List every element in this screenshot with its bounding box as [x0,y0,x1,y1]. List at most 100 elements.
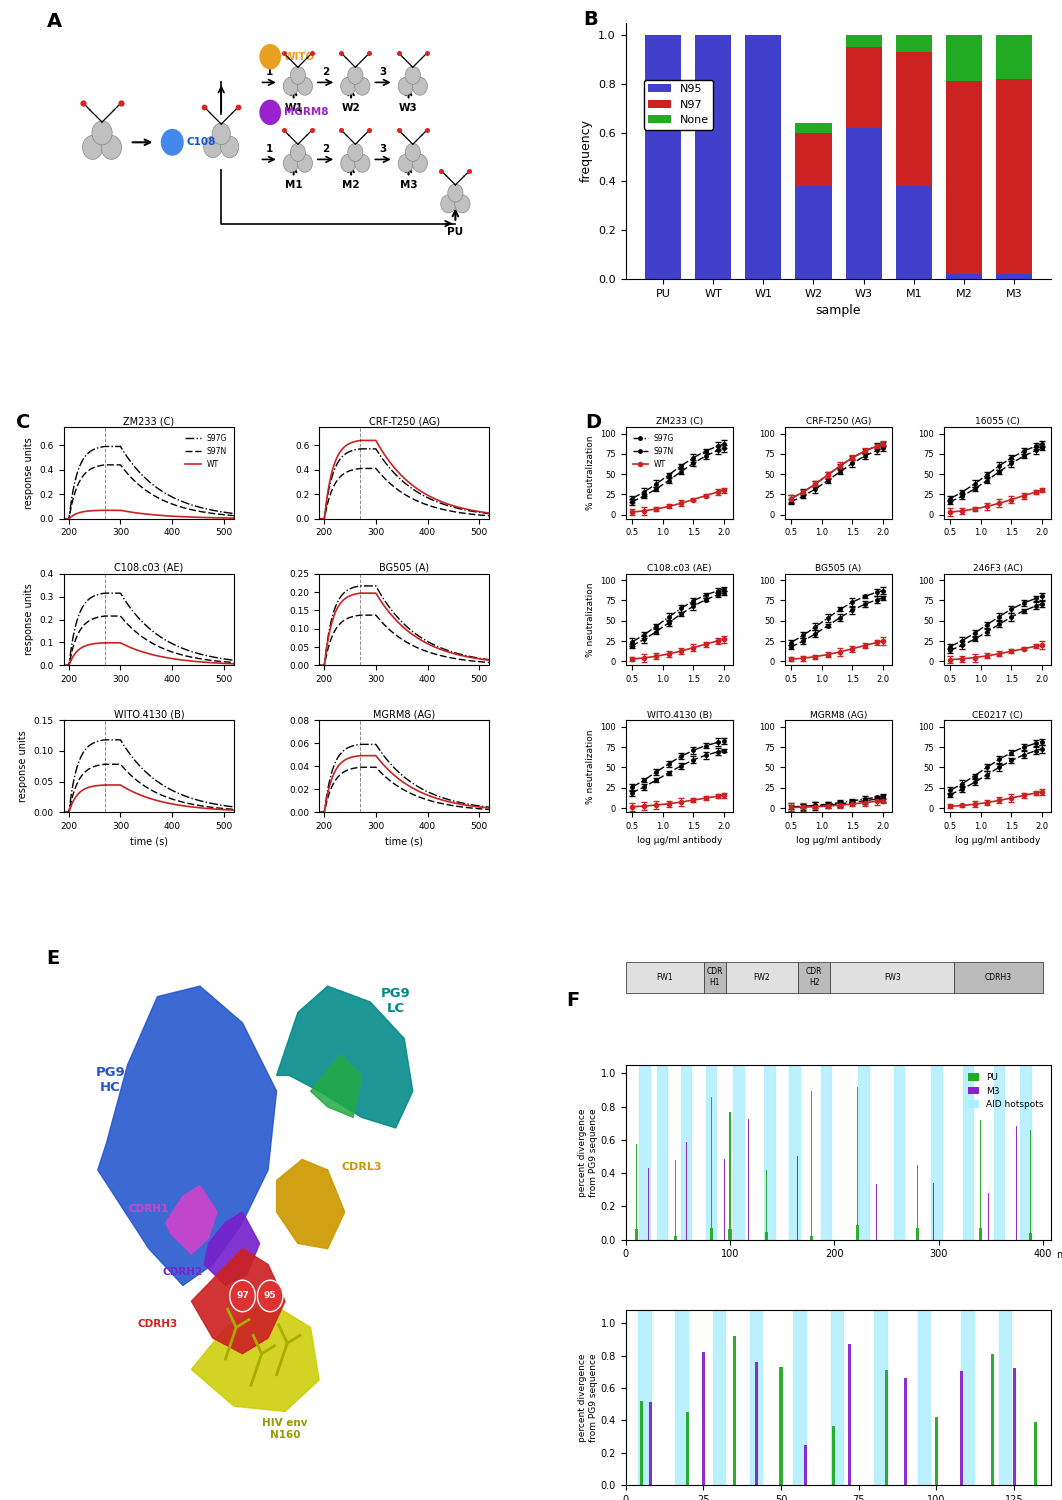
S97N [139,482,152,500]
S97N [395,483,408,501]
X-axis label: sample: sample [816,304,861,318]
Circle shape [257,1280,282,1311]
Bar [702,1352,705,1485]
S97N [406,489,418,507]
X-axis label: log µg/ml antibody: log µg/ml antibody [795,837,881,846]
Ellipse shape [259,44,281,69]
Bar [847,1344,851,1485]
S97G [354,440,366,458]
Ellipse shape [204,136,222,158]
Ellipse shape [406,66,421,84]
Bar [994,1065,1005,1239]
Bar [996,78,1032,274]
S97G [227,504,240,522]
Bar [675,1310,688,1485]
S97N [354,606,366,624]
Y-axis label: response units: response units [18,730,29,802]
Text: A: A [47,12,62,32]
Line: S97G: S97G [320,586,490,666]
S97G [224,504,237,522]
S97G [227,651,240,669]
Bar [793,1310,806,1485]
Ellipse shape [406,144,421,162]
S97G [414,484,427,502]
Ellipse shape [290,144,306,162]
S97G [224,798,237,816]
Text: CDR
H1: CDR H1 [706,968,723,987]
S97G [483,798,496,816]
WT [354,747,366,765]
Text: CDRH2: CDRH2 [162,1268,203,1276]
S97G [483,651,496,669]
Text: M2: M2 [342,180,360,190]
Text: PG9
HC: PG9 HC [96,1066,125,1094]
S97G [394,470,407,488]
WT [150,506,162,524]
Text: 3: 3 [379,68,387,78]
Text: WITO: WITO [284,51,315,62]
S97N [138,777,151,795]
X-axis label: time (s): time (s) [386,837,424,846]
Text: CDRH3: CDRH3 [986,972,1012,981]
WT [139,644,152,662]
Legend: S97G, S97N, WT: S97G, S97N, WT [183,430,230,471]
Title: MGRM8 (AG): MGRM8 (AG) [810,711,868,720]
Legend: S97G, S97N, WT: S97G, S97N, WT [630,430,678,471]
S97N [57,802,70,820]
Bar [696,34,732,279]
Text: 1: 1 [266,144,273,154]
Bar [649,1402,652,1485]
S97G [479,798,492,816]
Y-axis label: percent divergence
from PG9 sequence: percent divergence from PG9 sequence [579,1108,598,1197]
Bar [755,1362,757,1485]
Line: S97G: S97G [320,448,490,519]
S97G [395,765,408,783]
S97G [99,438,112,456]
S97N [150,636,162,654]
Text: M1: M1 [285,180,303,190]
S97G [406,622,418,640]
Title: BG505 (A): BG505 (A) [816,564,861,573]
S97N [394,483,407,501]
Ellipse shape [297,154,312,172]
WT [414,783,427,801]
S97N [198,651,210,669]
WT [395,616,408,634]
S97N [479,652,492,670]
Bar [821,1065,832,1239]
Line: S97N: S97N [64,616,234,666]
Text: B: B [583,9,598,28]
X-axis label: log µg/ml antibody: log µg/ml antibody [637,837,722,846]
Text: 97: 97 [236,1292,249,1300]
Bar [830,962,955,993]
S97N [395,780,408,798]
S97N [224,507,237,525]
S97G [406,774,418,792]
WT [452,795,465,813]
Bar [996,34,1032,78]
S97N [452,798,465,816]
Bar [895,186,931,279]
S97N [452,650,465,668]
Ellipse shape [455,195,470,213]
WT [150,646,162,664]
Text: 2: 2 [322,68,329,78]
S97G [138,470,151,488]
Bar [991,1354,994,1485]
S97N [414,789,427,807]
Bar [626,962,704,993]
Bar [830,1310,843,1485]
Bar [780,1368,783,1485]
S97N [99,608,112,625]
Text: MGRM8: MGRM8 [284,108,328,117]
S97G [57,510,70,528]
S97G [406,480,418,498]
WT [99,501,112,519]
WT [227,509,240,526]
Bar [962,1065,973,1239]
Bar [1021,1065,1030,1239]
Text: 95: 95 [263,1292,276,1300]
S97G [57,657,70,675]
Ellipse shape [160,129,184,156]
Bar [931,1065,942,1239]
